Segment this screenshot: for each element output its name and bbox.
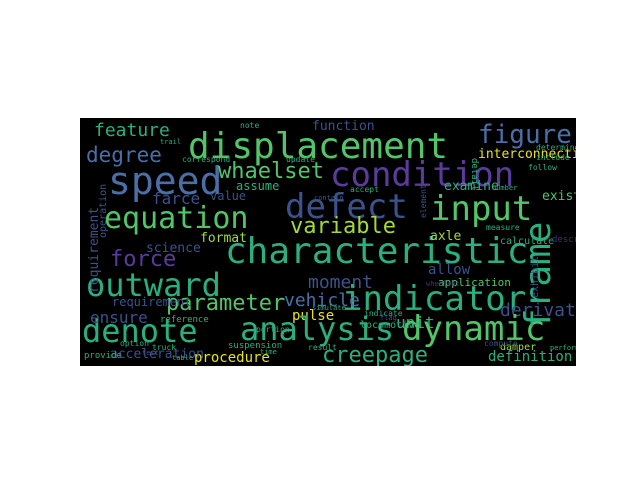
word-interconnection: function xyxy=(312,119,375,134)
word-table: perform xyxy=(550,344,576,352)
word-allow: axle xyxy=(430,229,461,244)
word-simulate: option xyxy=(120,339,149,348)
word-derivative: unit xyxy=(396,313,435,332)
word-feature: feature xyxy=(94,120,170,141)
word-cloud-canvas: displacement condition speed defect inpu… xyxy=(82,119,576,366)
word-variable: variable xyxy=(290,214,396,239)
word-contain: detail xyxy=(469,158,479,191)
word-force: frame xyxy=(518,222,559,330)
word-time: measure xyxy=(486,223,520,232)
word-creepage: dynamic xyxy=(402,309,545,349)
word-ensure: acceleration xyxy=(110,347,204,362)
word-note: contain xyxy=(314,194,344,202)
word-requirement: requirement xyxy=(87,207,102,293)
word-indicator: moment xyxy=(308,272,373,293)
word-application: allow xyxy=(428,262,471,278)
word-frame: ensure xyxy=(90,308,148,327)
word-truck: flag xyxy=(380,314,397,322)
word-examine: interconnection xyxy=(478,147,576,162)
word-calculate: locomotive xyxy=(360,320,420,331)
word-damper: calculate xyxy=(500,236,554,247)
word-defect: defect xyxy=(285,187,408,227)
word-condition: condition xyxy=(330,155,514,195)
word-page: table xyxy=(172,354,193,362)
word-axle: exist xyxy=(542,189,576,204)
word-figure: figure xyxy=(478,120,572,150)
word-function: value xyxy=(210,189,246,203)
word-analysis: denote xyxy=(82,312,198,350)
word-definition: creepage xyxy=(322,343,428,366)
word-unit: pulse xyxy=(292,308,334,324)
word-compute: compute xyxy=(484,339,518,348)
word-characteristic: characteristic xyxy=(225,231,528,272)
word-trail: result xyxy=(308,343,337,352)
word-farce: farce xyxy=(152,189,200,208)
word-denote: derivative xyxy=(500,300,576,321)
word-accept: test xyxy=(142,349,159,357)
word-wheelset: note xyxy=(240,121,259,130)
word-pulse: vehicle xyxy=(284,290,360,311)
word-portion: simulate xyxy=(312,304,346,312)
word-measure: portion xyxy=(256,325,290,334)
word-acceleration: procedure xyxy=(194,350,270,366)
word-format: science xyxy=(146,241,201,256)
word-follow: include xyxy=(536,153,570,162)
word-equation: equation xyxy=(104,201,249,236)
word-assume: format xyxy=(200,231,247,246)
word-exist: examine xyxy=(444,179,499,194)
word-operation: operation xyxy=(98,184,109,238)
word-correspond: application xyxy=(438,276,511,289)
word-suspension: reference xyxy=(160,315,209,325)
word-degree: degree xyxy=(86,143,162,167)
word-provide: damper xyxy=(500,342,536,353)
word-detail: number xyxy=(492,184,517,192)
word-locomotive: suspension xyxy=(228,341,282,351)
word-flag: describe xyxy=(552,235,576,245)
word-reference: update xyxy=(286,155,315,164)
word-describe: exhibit xyxy=(530,256,541,298)
word-determine: accept xyxy=(350,185,379,194)
word-parameter: outward xyxy=(86,266,221,304)
word-result: wheelset xyxy=(426,280,460,288)
word-displacement: displacement xyxy=(188,126,448,167)
word-cloud-image: displacement condition speed defect inpu… xyxy=(80,118,576,366)
word-input: input xyxy=(430,189,532,229)
word-outward: force xyxy=(110,247,176,272)
word-vehicle: indicator xyxy=(342,279,526,319)
word-whaelset: whaelset xyxy=(218,159,324,184)
word-procedure: definition xyxy=(488,349,572,365)
word-dynamic: analysis xyxy=(240,310,394,348)
word-test: provide xyxy=(84,351,122,361)
word-number: time xyxy=(260,348,277,356)
word-perform: trail xyxy=(160,138,181,146)
word-indicate: follow xyxy=(528,163,557,172)
word-exhibit: indicate xyxy=(364,309,403,318)
word-moment: parameter xyxy=(166,291,285,316)
word-speed: speed xyxy=(108,159,222,203)
word-include: determine xyxy=(536,143,576,152)
word-value: assume xyxy=(236,179,279,193)
word-update: correspond xyxy=(182,155,230,164)
word-option: truck xyxy=(152,343,176,352)
word-science: requirement xyxy=(112,295,191,309)
word-element: element xyxy=(419,184,428,218)
